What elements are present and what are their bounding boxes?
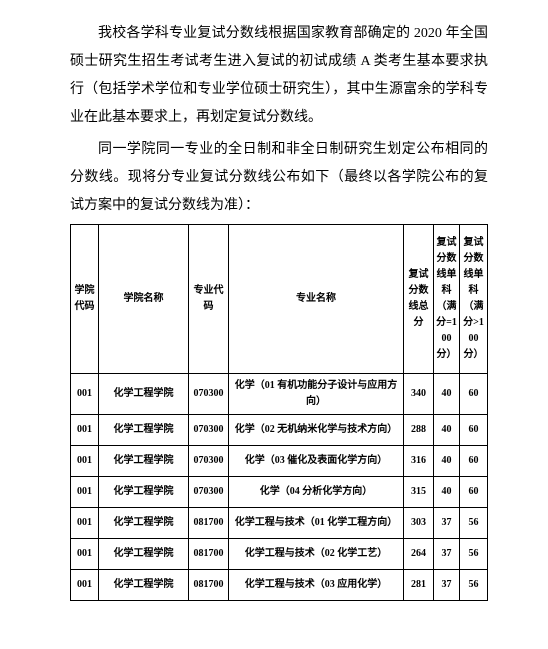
table-header-row: 学院代码 学院名称 专业代码 专业名称 复试分数线总分 复试分数线单科（满分=1… xyxy=(71,225,488,374)
cell-college_code: 001 xyxy=(71,539,99,570)
cell-college_code: 001 xyxy=(71,446,99,477)
cell-sub2: 60 xyxy=(460,374,488,415)
cell-sub1: 37 xyxy=(434,570,460,601)
cell-major_code: 081700 xyxy=(189,508,229,539)
cell-college_code: 001 xyxy=(71,508,99,539)
cell-major_code: 081700 xyxy=(189,539,229,570)
cell-college_code: 001 xyxy=(71,570,99,601)
table-row: 001化学工程学院081700化学工程与技术（02 化学工艺）2643756 xyxy=(71,539,488,570)
header-major-name: 专业名称 xyxy=(229,225,404,374)
cell-sub2: 56 xyxy=(460,539,488,570)
header-sub1: 复试分数线单科（满分=100 分） xyxy=(434,225,460,374)
cell-major_name: 化学工程与技术（01 化学工程方向） xyxy=(229,508,404,539)
cell-total: 303 xyxy=(404,508,434,539)
table-row: 001化学工程学院070300化学（03 催化及表面化学方向）3164060 xyxy=(71,446,488,477)
cell-total: 281 xyxy=(404,570,434,601)
cell-sub1: 37 xyxy=(434,508,460,539)
cell-sub1: 40 xyxy=(434,374,460,415)
cell-major_name: 化学（02 无机纳米化学与技术方向） xyxy=(229,415,404,446)
document-container: 我校各学科专业复试分数线根据国家教育部确定的 2020 年全国硕士研究生招生考试… xyxy=(0,0,548,601)
cell-major_name: 化学工程与技术（03 应用化学） xyxy=(229,570,404,601)
cell-sub1: 37 xyxy=(434,539,460,570)
header-sub2: 复试分数线单科（满分>100 分） xyxy=(460,225,488,374)
cell-major_name: 化学（03 催化及表面化学方向） xyxy=(229,446,404,477)
cell-sub2: 60 xyxy=(460,446,488,477)
cell-total: 340 xyxy=(404,374,434,415)
cell-college_name: 化学工程学院 xyxy=(99,415,189,446)
cell-college_name: 化学工程学院 xyxy=(99,446,189,477)
header-total: 复试分数线总分 xyxy=(404,225,434,374)
table-row: 001化学工程学院070300化学（01 有机功能分子设计与应用方向）34040… xyxy=(71,374,488,415)
cell-sub2: 56 xyxy=(460,570,488,601)
cell-sub1: 40 xyxy=(434,415,460,446)
cell-sub2: 60 xyxy=(460,415,488,446)
cell-major_code: 070300 xyxy=(189,446,229,477)
cell-total: 288 xyxy=(404,415,434,446)
cell-sub1: 40 xyxy=(434,477,460,508)
cell-major_name: 化学（04 分析化学方向） xyxy=(229,477,404,508)
cell-college_code: 001 xyxy=(71,415,99,446)
cell-total: 316 xyxy=(404,446,434,477)
header-college-code: 学院代码 xyxy=(71,225,99,374)
paragraph-2: 同一学院同一专业的全日制和非全日制研究生划定公布相同的分数线。现将分专业复试分数… xyxy=(70,136,488,220)
cell-college_name: 化学工程学院 xyxy=(99,508,189,539)
cell-college_code: 001 xyxy=(71,374,99,415)
cell-major_code: 070300 xyxy=(189,477,229,508)
cell-major_code: 081700 xyxy=(189,570,229,601)
cell-sub2: 60 xyxy=(460,477,488,508)
cell-college_name: 化学工程学院 xyxy=(99,374,189,415)
cell-major_name: 化学工程与技术（02 化学工艺） xyxy=(229,539,404,570)
cell-college_name: 化学工程学院 xyxy=(99,539,189,570)
table-row: 001化学工程学院070300化学（02 无机纳米化学与技术方向）2884060 xyxy=(71,415,488,446)
cell-sub1: 40 xyxy=(434,446,460,477)
paragraph-1: 我校各学科专业复试分数线根据国家教育部确定的 2020 年全国硕士研究生招生考试… xyxy=(70,20,488,132)
cell-sub2: 56 xyxy=(460,508,488,539)
table-row: 001化学工程学院070300化学（04 分析化学方向）3154060 xyxy=(71,477,488,508)
cell-total: 315 xyxy=(404,477,434,508)
header-major-code: 专业代码 xyxy=(189,225,229,374)
cell-major_name: 化学（01 有机功能分子设计与应用方向） xyxy=(229,374,404,415)
cell-major_code: 070300 xyxy=(189,415,229,446)
table-row: 001化学工程学院081700化学工程与技术（01 化学工程方向）3033756 xyxy=(71,508,488,539)
cell-college_name: 化学工程学院 xyxy=(99,570,189,601)
cell-college_name: 化学工程学院 xyxy=(99,477,189,508)
header-college-name: 学院名称 xyxy=(99,225,189,374)
table-row: 001化学工程学院081700化学工程与技术（03 应用化学）2813756 xyxy=(71,570,488,601)
score-table: 学院代码 学院名称 专业代码 专业名称 复试分数线总分 复试分数线单科（满分=1… xyxy=(70,224,488,601)
cell-college_code: 001 xyxy=(71,477,99,508)
cell-total: 264 xyxy=(404,539,434,570)
cell-major_code: 070300 xyxy=(189,374,229,415)
